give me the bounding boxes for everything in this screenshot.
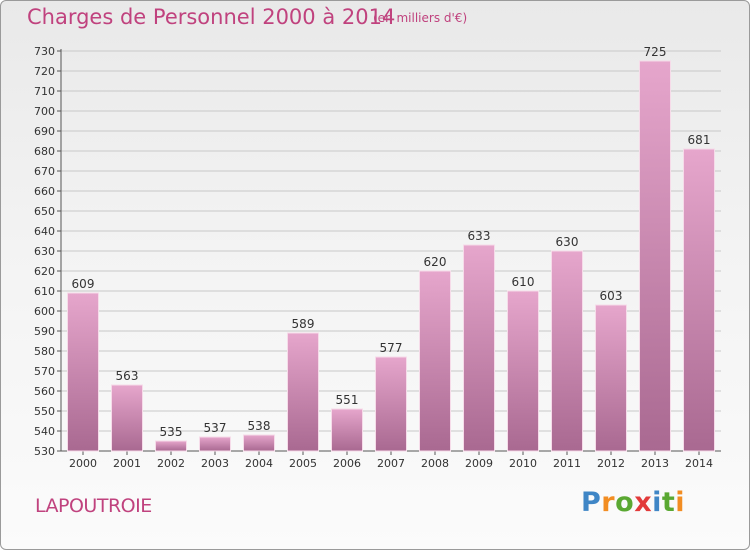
bar [111,384,143,452]
y-tick-label: 710 [34,85,55,98]
bar [507,290,539,452]
y-tick-label: 720 [34,65,55,78]
x-tick-label: 2000 [69,457,97,470]
y-tick-label: 690 [34,125,55,138]
y-tick-label: 530 [34,445,55,458]
y-tick-label: 610 [34,285,55,298]
x-tick-label: 2002 [157,457,185,470]
y-tick-label: 640 [34,225,55,238]
y-tick-label: 680 [34,145,55,158]
logo-letter: t [661,487,676,518]
proxiti-logo[interactable]: Proxiti [581,487,685,518]
value-label: 538 [248,419,271,433]
value-label: 563 [116,369,139,383]
bar [463,244,495,452]
bar [683,148,715,452]
x-tick-label: 2007 [377,457,405,470]
y-tick-labels: 530 540 550 560 570 580 590 600 610 620 630 640 650 6… [34,45,55,458]
bar [243,434,275,452]
bar [287,332,319,452]
value-label: 681 [688,133,711,147]
bar [331,408,363,452]
x-tick-label: 2005 [289,457,317,470]
value-label: 537 [204,421,227,435]
value-label: 630 [556,235,579,249]
x-tick-label: 2003 [201,457,229,470]
y-tick-label: 560 [34,385,55,398]
x-tick-label: 2014 [685,457,713,470]
value-label: 603 [600,289,623,303]
value-labels: 609 563 535 537 538 589 551 577 620 633 610 630 603 7… [72,45,711,439]
value-label: 609 [72,277,95,291]
y-tick-label: 670 [34,165,55,178]
x-tick-label: 2010 [509,457,537,470]
bar [551,250,583,452]
logo-letter: i [652,487,662,518]
y-tick-label: 540 [34,425,55,438]
y-tick-label: 570 [34,365,55,378]
x-tick-labels: 2000 2001 2002 2003 2004 2005 2006 2007 2008 2009… [69,457,713,470]
bar [199,436,231,452]
value-label: 633 [468,229,491,243]
y-tick-label: 730 [34,45,55,58]
y-tick-label: 700 [34,105,55,118]
x-tick-label: 2013 [641,457,669,470]
y-tick-label: 630 [34,245,55,258]
y-tick-label: 620 [34,265,55,278]
x-tick-label: 2009 [465,457,493,470]
value-label: 535 [160,425,183,439]
commune-name: LAPOUTROIE [35,495,152,517]
logo-letter: i [675,487,686,518]
y-tick-label: 550 [34,405,55,418]
bar [595,304,627,452]
chart-subtitle: (en milliers d'€) [373,11,468,25]
value-label: 620 [424,255,447,269]
bar [375,356,407,452]
x-tick-label: 2006 [333,457,361,470]
logo-letter: r [601,487,616,518]
y-tick-label: 600 [34,305,55,318]
logo-letter: o [615,487,635,518]
value-label: 577 [380,341,403,355]
value-label: 551 [336,393,359,407]
logo-letter: P [581,487,602,518]
value-label: 725 [644,45,667,59]
value-label: 610 [512,275,535,289]
y-tick-label: 650 [34,205,55,218]
x-tick-label: 2008 [421,457,449,470]
bar [639,60,671,452]
x-tick-label: 2001 [113,457,141,470]
x-tick-label: 2012 [597,457,625,470]
y-tick-label: 590 [34,325,55,338]
x-tick-label: 2011 [553,457,581,470]
bar [419,270,451,452]
logo-letter: x [634,487,653,518]
value-label: 589 [292,317,315,331]
y-tick-label: 660 [34,185,55,198]
y-tick-label: 580 [34,345,55,358]
chart-title: Charges de Personnel 2000 à 2014 [27,5,396,29]
bar [155,440,187,452]
bar [67,292,99,452]
x-tick-label: 2004 [245,457,273,470]
bars [67,60,715,452]
